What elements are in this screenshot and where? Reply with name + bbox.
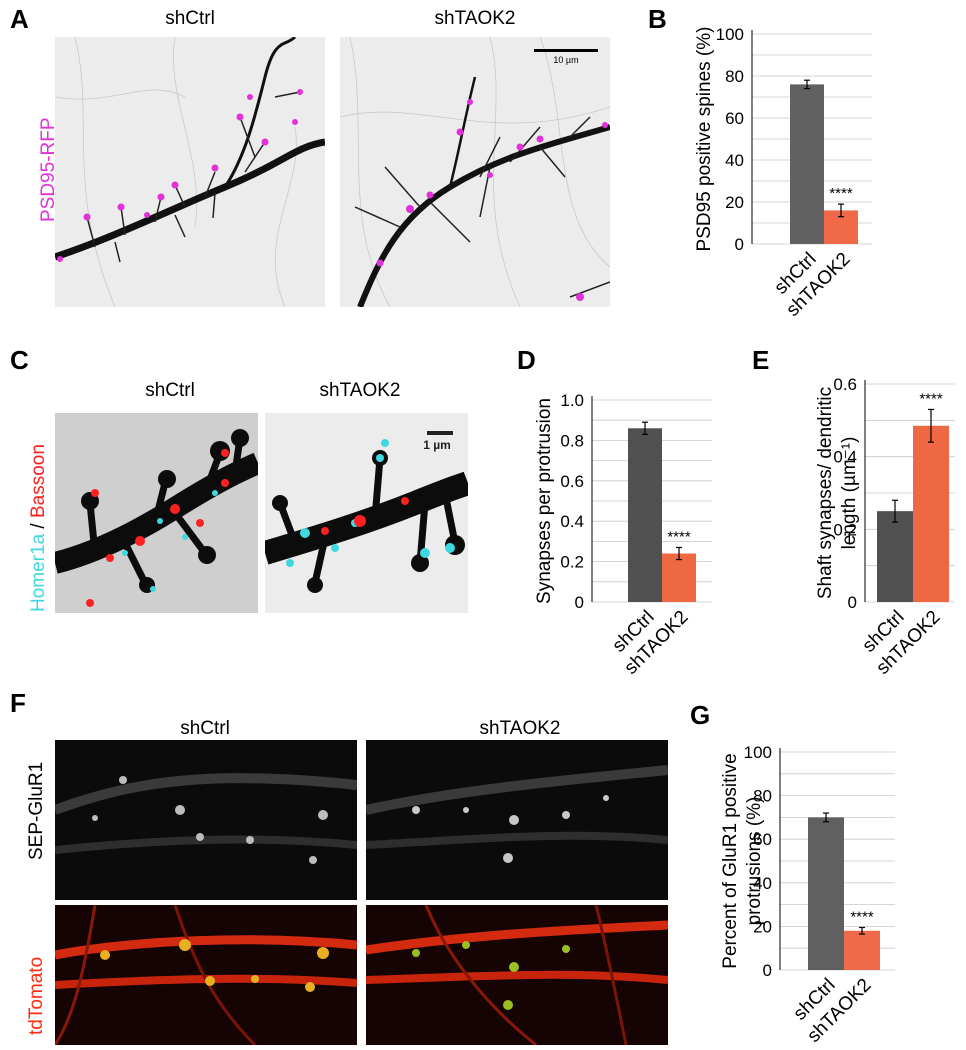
micrograph-f-tdtomato-shtaok2 (366, 905, 668, 1045)
y-axis-label-line: length (µm⁻¹) (839, 437, 860, 550)
significance-label-e: **** (919, 390, 943, 407)
bassoon-label: Bassoon (28, 444, 49, 518)
panel-letter-d: D (517, 345, 536, 375)
micrograph-c-shtaok2: 1 µm (265, 413, 468, 613)
y-axis-label-d: Synapses per protrusion (534, 398, 555, 604)
panel-a-condition-1: shCtrl (165, 8, 215, 29)
y-tick-label-e: 0.4 (833, 448, 857, 467)
significance-label-d: **** (667, 528, 691, 545)
y-tick-label-b: 0 (735, 235, 744, 254)
sep-glur1-row-label: SEP-GluR1 (26, 761, 47, 860)
y-tick-label-e: 0.2 (833, 520, 857, 539)
micrograph-c-shctrl (55, 413, 258, 613)
y-tick-label-b: 20 (725, 193, 744, 212)
panel-c-condition-2: shTAOK2 (319, 380, 401, 401)
chart-d: 00.20.40.60.81.0shCtrlshTAOK2****Synapse… (534, 391, 712, 679)
panel-f-condition-1: shCtrl (180, 718, 230, 739)
scale-bar-c-label: 1 µm (423, 438, 451, 452)
panel-f-condition-2: shTAOK2 (479, 718, 561, 739)
bar-e-shctrl (877, 511, 913, 602)
micrograph-f-sep-shtaok2 (366, 740, 668, 900)
homer1a-label: Homer1a (28, 533, 49, 612)
y-axis-label-line: Shaft synapses/ dendritic (815, 387, 836, 599)
micrograph-a-shctrl (55, 37, 325, 307)
y-axis-label-g: Percent of GluR1 positive protrusions (%) (720, 753, 765, 968)
y-axis-label-e: Shaft synapses/ dendritic length (µm⁻¹) (815, 387, 860, 599)
bar-g-shtaok2 (844, 930, 880, 970)
panel-c-condition-1: shCtrl (145, 380, 195, 401)
micrograph-f-tdtomato-shctrl (55, 905, 357, 1045)
y-tick-label-b: 60 (725, 109, 744, 128)
y-tick-label-b: 80 (725, 67, 744, 86)
y-tick-label-g: 0 (763, 961, 772, 980)
y-tick-label-e: 0 (848, 593, 857, 612)
y-tick-label-d: 1.0 (560, 391, 584, 410)
y-tick-label-g: 80 (753, 787, 772, 806)
y-tick-label-b: 100 (716, 25, 744, 44)
panel-letter-e: E (752, 345, 770, 375)
y-tick-label-g: 40 (753, 874, 772, 893)
panel-letter-g: G (690, 700, 711, 730)
y-tick-label-d: 0.2 (560, 553, 584, 572)
stain-separator: / (28, 518, 49, 534)
bar-d-shctrl (628, 428, 662, 602)
panel-letter-a: A (10, 4, 29, 34)
bar-e-shtaok2 (913, 425, 949, 602)
y-axis-label-b: PSD95 positive spines (%) (694, 27, 715, 252)
significance-label-b: **** (829, 185, 853, 202)
y-tick-label-b: 40 (725, 151, 744, 170)
y-tick-label-d: 0.6 (560, 472, 584, 491)
y-tick-label-g: 20 (753, 917, 772, 936)
y-tick-label-d: 0 (575, 593, 584, 612)
panel-letter-c: C (10, 345, 29, 375)
y-axis-label-line: protrusions (%) (744, 797, 765, 926)
tdtomato-row-label: tdTomato (26, 956, 47, 1035)
significance-label-g: **** (850, 908, 874, 925)
y-tick-label-e: 0.6 (833, 375, 857, 394)
y-tick-label-g: 60 (753, 830, 772, 849)
y-axis-label-line: Percent of GluR1 positive (720, 753, 741, 968)
scale-bar-a-label: 10 µm (553, 55, 578, 65)
panel-a-condition-2: shTAOK2 (434, 8, 516, 29)
y-tick-label-d: 0.8 (560, 431, 584, 450)
bar-b-shctrl (790, 84, 824, 245)
panel-letter-f: F (10, 688, 26, 718)
y-tick-label-d: 0.4 (560, 512, 584, 531)
micrograph-a-shtaok2: 10 µm (340, 37, 610, 307)
bar-g-shctrl (808, 817, 844, 970)
y-tick-label-g: 100 (744, 743, 772, 762)
bar-d-shtaok2 (662, 553, 696, 602)
micrograph-f-sep-shctrl (55, 740, 357, 900)
panel-letter-b: B (648, 4, 667, 34)
panel-c-stain-label: Homer1a / Bassoon (28, 444, 50, 612)
